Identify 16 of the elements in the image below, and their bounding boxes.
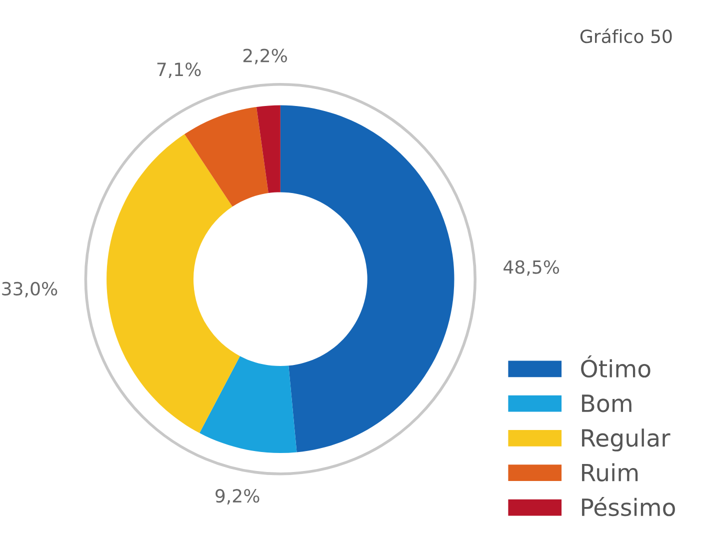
donut-slice	[200, 356, 297, 453]
data-label: 33,0%	[2, 282, 58, 298]
donut-slice	[280, 105, 454, 452]
donut-slice	[256, 105, 280, 194]
data-label: 2,2%	[243, 48, 287, 64]
legend-label: Bom	[582, 394, 632, 412]
legend-label: Ótimo	[581, 355, 650, 378]
legend-label: Ruim	[582, 463, 638, 482]
data-label: 7,1%	[157, 62, 201, 78]
data-label: 48,5%	[504, 260, 560, 276]
legend-label: Regular	[582, 428, 670, 452]
chart-title: Gráfico 50	[580, 28, 672, 44]
legend-label: Péssimo	[582, 496, 675, 516]
data-label: 9,2%	[216, 489, 260, 505]
donut-slice	[106, 134, 240, 434]
donut-slice	[184, 106, 268, 207]
